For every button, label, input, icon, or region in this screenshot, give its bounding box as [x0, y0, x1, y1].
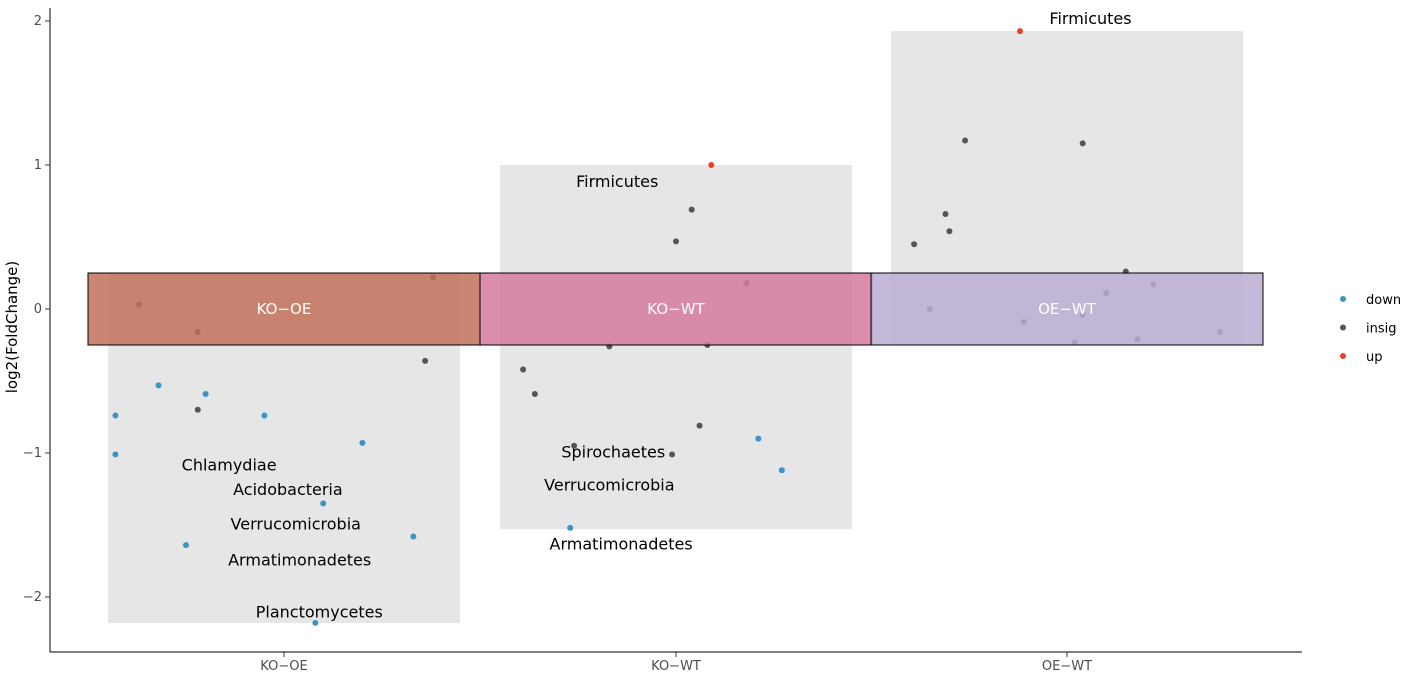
phylum-annotation: Planctomycetes: [256, 602, 383, 621]
data-point-insig: [1079, 140, 1086, 147]
group-band-2: [870, 272, 1264, 346]
y-axis-title: log2(FoldChange): [3, 261, 21, 394]
group-band-0: [87, 272, 481, 346]
legend-key-down: [1340, 296, 1346, 302]
phylum-annotation: Verrucomicrobia: [231, 515, 361, 534]
y-tick-label: −2: [23, 590, 42, 605]
phylum-annotation: Armatimonadetes: [550, 535, 693, 554]
phylum-annotation: Chlamydiae: [182, 456, 277, 475]
data-point-down: [155, 382, 162, 389]
data-point-down: [410, 533, 417, 540]
x-tick-label: KO−OE: [260, 659, 307, 674]
data-point-insig: [571, 442, 578, 449]
group-band-label: OE−WT: [1038, 300, 1097, 318]
y-tick-label: 0: [34, 302, 42, 317]
data-point-down: [183, 542, 189, 549]
data-point-down: [755, 435, 762, 442]
y-tick-label: −1: [23, 446, 42, 461]
data-point-insig: [962, 137, 969, 144]
data-point-insig: [669, 451, 676, 458]
y-tick-label: 2: [34, 14, 42, 29]
data-point-down: [261, 412, 268, 419]
phylum-annotation: Armatimonadetes: [228, 551, 371, 570]
band-layer: KO−OE KO−WT OE−WT: [87, 272, 1264, 346]
data-point-down: [112, 451, 119, 458]
data-point-insig: [520, 366, 527, 373]
legend-label-up: up: [1366, 350, 1383, 365]
legend: down insig up: [1340, 293, 1401, 365]
phylum-annotation: Firmicutes: [1049, 9, 1131, 28]
annotation-layer: Chlamydiae Acidobacteria Verrucomicrobia Ar…: [182, 9, 1132, 621]
data-point-insig: [673, 238, 679, 245]
phylum-annotation: Verrucomicrobia: [544, 476, 674, 495]
x-tick-label: OE−WT: [1042, 659, 1092, 674]
data-point-insig: [531, 390, 538, 397]
data-point-down: [567, 524, 574, 531]
phylum-annotation: Spirochaetes: [561, 443, 665, 462]
legend-label-insig: insig: [1366, 322, 1397, 337]
legend-key-insig: [1340, 324, 1346, 331]
group-band-label: KO−WT: [647, 300, 705, 318]
group-band-1: [479, 272, 873, 346]
data-point-down: [778, 467, 785, 474]
data-point-down: [320, 500, 327, 507]
axis-layer: 2 1 0 −1 −2 KO−OE KO−WT OE−WT: [23, 8, 1302, 674]
phylum-annotation: Acidobacteria: [233, 480, 343, 499]
data-point-down: [202, 390, 209, 397]
data-point-insig: [696, 422, 703, 429]
data-point-insig: [942, 210, 949, 217]
data-point-down: [112, 412, 119, 419]
phylum-annotation: Firmicutes: [576, 172, 658, 191]
legend-label-down: down: [1366, 293, 1401, 308]
x-tick-label: KO−WT: [651, 659, 701, 674]
legend-key-up: [1340, 353, 1346, 359]
data-point-insig: [688, 206, 695, 213]
y-tick-label: 1: [34, 158, 42, 173]
data-point-down: [312, 619, 319, 626]
data-point-insig: [422, 357, 429, 364]
group-band-label: KO−OE: [257, 300, 312, 318]
data-point-down: [359, 439, 366, 446]
data-point-up: [1016, 28, 1023, 35]
data-point-insig: [946, 228, 953, 235]
data-point-up: [708, 162, 715, 168]
data-point-insig: [194, 406, 201, 413]
data-point-insig: [911, 241, 918, 248]
range-box-1: [500, 165, 852, 530]
